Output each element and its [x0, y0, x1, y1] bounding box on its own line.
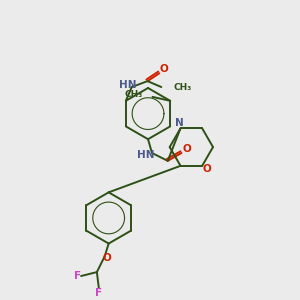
Text: O: O [160, 64, 169, 74]
Text: O: O [102, 253, 111, 263]
Text: O: O [182, 144, 191, 154]
Text: O: O [203, 164, 212, 174]
Text: CH₃: CH₃ [173, 82, 191, 91]
Text: F: F [95, 288, 102, 298]
Text: CH₃: CH₃ [124, 90, 142, 99]
Text: N: N [175, 118, 184, 128]
Text: F: F [74, 271, 81, 281]
Text: HN: HN [119, 80, 136, 90]
Text: HN: HN [137, 150, 155, 160]
